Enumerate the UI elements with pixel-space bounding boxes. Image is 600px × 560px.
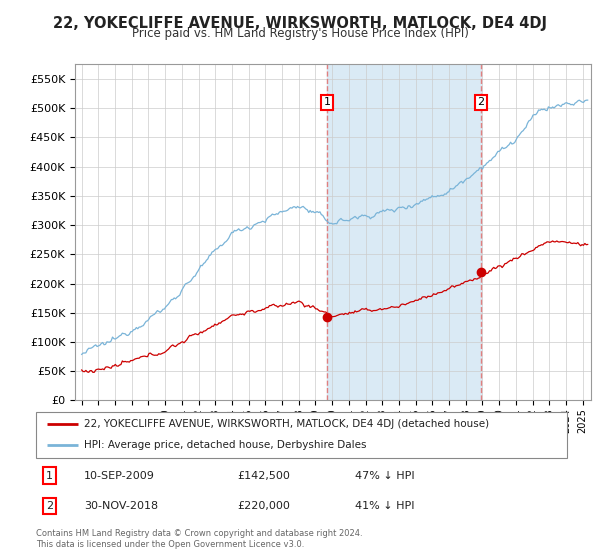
Text: Price paid vs. HM Land Registry's House Price Index (HPI): Price paid vs. HM Land Registry's House … (131, 27, 469, 40)
FancyBboxPatch shape (36, 412, 567, 458)
Text: £142,500: £142,500 (238, 470, 290, 480)
Bar (327, 64, 481, 400)
Text: HPI: Average price, detached house, Derbyshire Dales: HPI: Average price, detached house, Derb… (84, 440, 366, 450)
Text: 2: 2 (478, 97, 485, 108)
Text: 47% ↓ HPI: 47% ↓ HPI (355, 470, 414, 480)
Text: 10-SEP-2009: 10-SEP-2009 (84, 470, 155, 480)
Text: £220,000: £220,000 (238, 501, 290, 511)
Text: Contains HM Land Registry data © Crown copyright and database right 2024.
This d: Contains HM Land Registry data © Crown c… (36, 529, 362, 549)
Text: 1: 1 (46, 470, 53, 480)
Text: 41% ↓ HPI: 41% ↓ HPI (355, 501, 414, 511)
Text: 22, YOKECLIFFE AVENUE, WIRKSWORTH, MATLOCK, DE4 4DJ: 22, YOKECLIFFE AVENUE, WIRKSWORTH, MATLO… (53, 16, 547, 31)
Text: 30-NOV-2018: 30-NOV-2018 (84, 501, 158, 511)
Text: 1: 1 (323, 97, 331, 108)
Text: 2: 2 (46, 501, 53, 511)
Text: 22, YOKECLIFFE AVENUE, WIRKSWORTH, MATLOCK, DE4 4DJ (detached house): 22, YOKECLIFFE AVENUE, WIRKSWORTH, MATLO… (84, 419, 489, 429)
